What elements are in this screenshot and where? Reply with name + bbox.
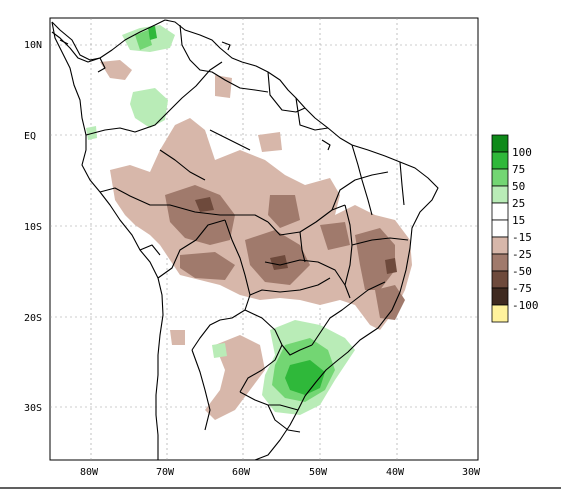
legend-swatch — [491, 287, 509, 306]
lon-label-70w: 70W — [156, 467, 175, 478]
legend-label: -100 — [512, 299, 539, 312]
legend-label: 75 — [512, 163, 525, 176]
legend-label: -50 — [512, 265, 532, 278]
legend-label: 25 — [512, 197, 525, 210]
lat-axis-labels: 10N EQ 10S 20S 30S — [24, 40, 42, 414]
lon-label-30w: 30W — [462, 467, 481, 478]
legend-swatch — [491, 134, 509, 153]
legend-label: 15 — [512, 214, 525, 227]
lat-label-eq: EQ — [24, 131, 36, 142]
legend-swatch — [491, 219, 509, 238]
legend-swatch — [491, 151, 509, 170]
legend-swatch — [491, 202, 509, 221]
legend-swatch — [491, 304, 509, 323]
legend-label: -25 — [512, 248, 532, 261]
coastlines-borders — [51, 19, 439, 461]
legend-swatch — [491, 270, 509, 289]
legend-label: -15 — [512, 231, 532, 244]
legend-swatch — [491, 168, 509, 187]
lon-label-40w: 40W — [386, 467, 405, 478]
lon-axis-labels: 80W 70W 60W 50W 40W 30W — [80, 467, 481, 478]
lat-label-30s: 30S — [24, 403, 42, 414]
color-legend: 100 75 50 25 15 -15 -25 -50 -75 -100 — [491, 134, 539, 323]
lat-label-10s: 10S — [24, 222, 42, 233]
legend-label: 50 — [512, 180, 525, 193]
lon-label-50w: 50W — [309, 467, 328, 478]
legend-label: 100 — [512, 146, 532, 159]
lat-label-10n: 10N — [24, 40, 42, 51]
legend-swatch — [491, 253, 509, 272]
lon-label-60w: 60W — [232, 467, 251, 478]
legend-swatch — [491, 236, 509, 255]
legend-swatch — [491, 185, 509, 204]
legend-label: -75 — [512, 282, 532, 295]
lon-label-80w: 80W — [80, 467, 99, 478]
lat-label-20s: 20S — [24, 313, 42, 324]
anomaly-shading — [86, 25, 412, 420]
